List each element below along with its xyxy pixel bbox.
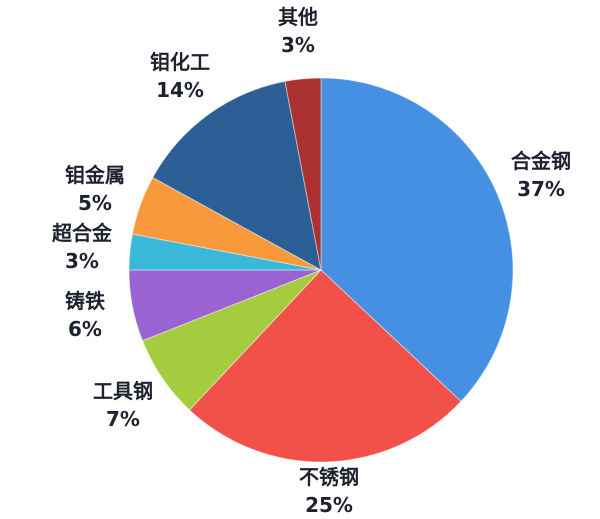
pie-slice-钼金属: [131, 176, 322, 271]
pie-slice-合金钢: [320, 77, 514, 403]
pie-slice-不锈钢: [188, 269, 462, 463]
pie-slice-铸铁: [128, 269, 322, 342]
pie-slice-钼化工: [152, 80, 322, 271]
pie-slice-其他: [284, 77, 322, 271]
pie-slice-超合金: [128, 233, 322, 271]
pie-slice-工具钢: [141, 269, 322, 411]
